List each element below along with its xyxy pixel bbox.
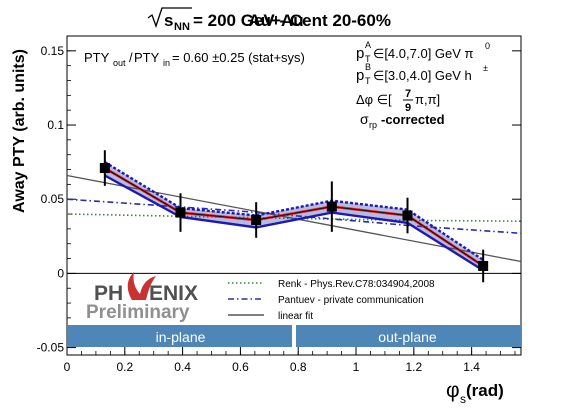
in-plane-label: in-plane (156, 329, 206, 345)
cut-a-sub: T (365, 54, 371, 64)
title-sqrt: s NN = 200 GeV - Cent 20-60% (147, 7, 391, 33)
y-tick-label: -0.05 (37, 341, 65, 355)
chart-title: Au+Au (248, 11, 303, 30)
sigma-rest: -corrected (381, 112, 445, 127)
logo-text-ph: PH (94, 282, 123, 305)
cut-a-rest-sup: 0 (485, 41, 490, 51)
kinematic-cuts: p A T ∈[4.0,7.0] GeV π 0 p B T ∈[3.0,4.0… (356, 40, 490, 130)
dphi-frac-num: 7 (405, 88, 411, 100)
legend: Renk - Phys.Rev.C78:034904,2008 Pantuev … (228, 279, 435, 322)
logo-text-enix: ENIX (149, 282, 198, 305)
ratio-pty-a: PTY (84, 50, 110, 65)
x-label-unit: (rad) (466, 381, 504, 400)
systematic-lower-edge (104, 174, 484, 272)
y-axis-label: Away PTY (arb. units) (11, 49, 28, 213)
y-tick-label: 0.1 (47, 118, 64, 132)
x-tick-label: 0.8 (290, 360, 307, 374)
out-plane-band (296, 325, 521, 347)
title-sqrt-arg: s (164, 11, 173, 30)
central-value-outline (104, 167, 484, 267)
sigma-sub: rp (369, 120, 377, 130)
x-tick-label: 1.4 (463, 360, 480, 374)
out-plane-label: out-plane (378, 329, 437, 345)
cut-a-text: ∈[4.0,7.0] GeV π (373, 46, 474, 61)
data-point-marker (99, 163, 110, 174)
dphi-suffix: π,π] (415, 92, 440, 107)
cut-b-sym: p (356, 67, 364, 84)
legend-label-linear-fit: linear fit (278, 311, 313, 322)
data-point-marker (402, 210, 413, 221)
x-tick-label: 0.2 (116, 360, 133, 374)
cut-b-text: ∈[3.0,4.0] GeV h (373, 68, 472, 83)
legend-label-pantuev: Pantuev - private communication (278, 295, 424, 306)
ratio-sub-out: out (113, 58, 126, 68)
cut-a-sym: p (356, 45, 364, 62)
x-tick-label: 0.6 (232, 360, 249, 374)
phenix-logo: PH ENIX Preliminary (86, 272, 198, 323)
title-sqrt-sub: NN (174, 21, 190, 33)
x-tick-label: 1.2 (405, 360, 422, 374)
legend-label-renk: Renk - Phys.Rev.C78:034904,2008 (278, 279, 435, 290)
title-suffix: = 200 GeV - Cent 20-60% (193, 11, 391, 30)
dphi-prefix: Δφ ∈[ (356, 92, 392, 107)
sigma-sym: σ (360, 111, 369, 127)
sqrt-sign (147, 7, 192, 28)
x-tick-label: 0.4 (174, 360, 191, 374)
y-tick-label: 0.05 (41, 192, 65, 206)
cut-b-sup: B (365, 62, 371, 72)
x-axis-label: φ s (rad) (446, 379, 504, 406)
x-label-sub: s (460, 392, 466, 406)
systematic-band-fill (104, 162, 484, 271)
orientation-bands: in-plane out-plane (67, 325, 521, 347)
data-point-marker (251, 214, 262, 225)
cut-a-sup: A (365, 40, 371, 50)
logo-text-preliminary: Preliminary (86, 302, 190, 323)
systematic-band (104, 161, 484, 272)
x-tick-label: 0 (64, 360, 71, 374)
data-points (99, 150, 489, 283)
data-point-marker (478, 260, 489, 271)
cut-b-sub: T (365, 76, 371, 86)
x-axis-ticks: 0 0.2 0.4 0.6 0.8 1 1.2 1.4 (64, 346, 516, 374)
in-plane-band (67, 325, 292, 347)
y-tick-label: 0.15 (41, 44, 65, 58)
cut-b-rest-sup: ± (483, 63, 488, 73)
ratio-annotation: PTY out / PTY in = 0.60 ±0.25 (stat+sys) (84, 50, 305, 68)
x-tick-label: 1 (353, 360, 360, 374)
ratio-slash: / (129, 50, 133, 65)
ratio-pty-b: PTY (134, 50, 160, 65)
logo-bird-icon (127, 272, 156, 300)
x-label-symbol: φ (446, 379, 460, 402)
data-point-marker (326, 201, 337, 212)
plot-frame (66, 35, 522, 356)
dphi-frac-den: 9 (405, 102, 411, 114)
ratio-sub-in: in (163, 58, 170, 68)
model-curve-0 (66, 213, 522, 222)
data-point-marker (175, 207, 186, 218)
y-tick-label: 0 (57, 266, 64, 280)
ratio-value: = 0.60 ±0.25 (stat+sys) (172, 50, 305, 65)
